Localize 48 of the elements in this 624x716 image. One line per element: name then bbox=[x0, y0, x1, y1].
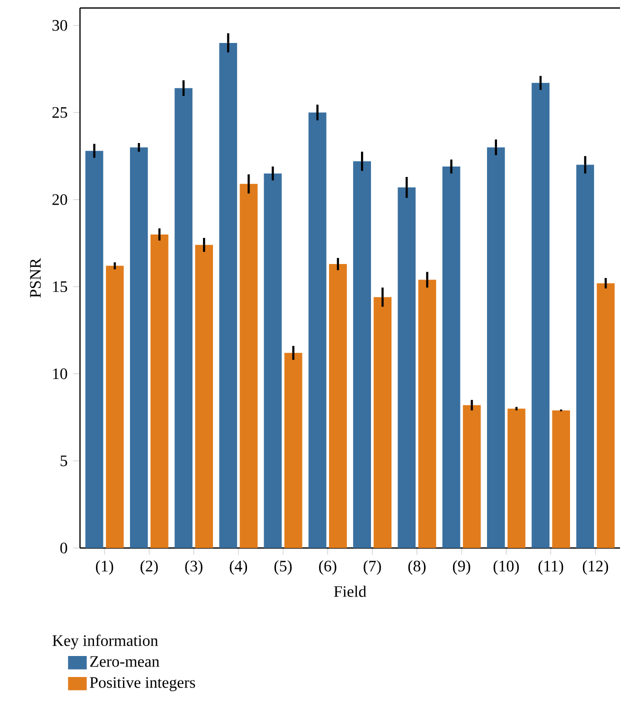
bar bbox=[264, 173, 282, 548]
bar bbox=[150, 234, 168, 548]
y-tick-label: 30 bbox=[52, 20, 68, 31]
bar bbox=[353, 161, 371, 548]
legend-label: Zero-mean bbox=[90, 656, 160, 667]
bar bbox=[418, 280, 436, 548]
x-tick-label: (4) bbox=[230, 560, 248, 575]
bar bbox=[508, 408, 526, 548]
y-tick-label: 10 bbox=[53, 368, 68, 380]
bar bbox=[532, 82, 550, 548]
y-tick-label: 20 bbox=[52, 194, 68, 205]
x-tick-label: (11) bbox=[538, 560, 564, 575]
y-tick-label: 5 bbox=[60, 456, 68, 466]
y-tick-label: 15 bbox=[53, 281, 68, 292]
bar bbox=[576, 164, 594, 548]
bar bbox=[374, 297, 392, 548]
bar bbox=[106, 266, 124, 548]
x-tick-label: (1) bbox=[96, 560, 114, 575]
x-tick-label: (8) bbox=[408, 560, 426, 575]
bar bbox=[487, 147, 505, 548]
x-tick-label: (7) bbox=[364, 560, 381, 575]
x-tick-label: (2) bbox=[140, 560, 158, 575]
bar bbox=[174, 88, 192, 548]
legend-title: Key information bbox=[52, 634, 158, 650]
bar bbox=[308, 112, 326, 548]
bar bbox=[240, 184, 258, 548]
y-tick-label: 25 bbox=[52, 107, 68, 118]
x-tick-label: (6) bbox=[319, 560, 336, 575]
bar bbox=[130, 147, 148, 548]
bar bbox=[219, 42, 238, 548]
bar bbox=[552, 410, 570, 548]
bar bbox=[284, 352, 302, 548]
legend-label: Positive integers bbox=[90, 677, 196, 692]
x-axis-title: Field bbox=[334, 586, 366, 597]
bar bbox=[442, 166, 460, 548]
x-tick-label: (9) bbox=[452, 560, 470, 575]
x-tick-label: (12) bbox=[582, 560, 608, 575]
bar bbox=[398, 187, 416, 548]
bar bbox=[195, 244, 213, 548]
bar bbox=[462, 405, 481, 548]
y-tick-label: 0 bbox=[60, 542, 68, 554]
bar bbox=[596, 283, 615, 548]
bar bbox=[329, 264, 347, 548]
bar bbox=[85, 150, 104, 548]
x-tick-label: (10) bbox=[494, 560, 519, 575]
y-axis-title: PSNR bbox=[30, 258, 41, 298]
x-tick-label: (5) bbox=[274, 560, 292, 575]
x-tick-label: (3) bbox=[185, 560, 202, 575]
